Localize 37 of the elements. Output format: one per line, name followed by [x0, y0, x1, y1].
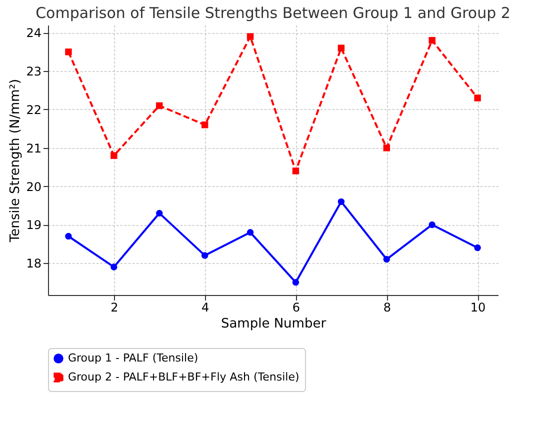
x-tick-label: 2	[110, 300, 118, 314]
point	[201, 122, 208, 128]
point	[246, 33, 254, 40]
legend-label: Group 2 - PALF+BLF+BF+Fly Ash (Tensile)	[68, 370, 300, 384]
x-tick-label: 8	[383, 300, 391, 314]
point	[156, 102, 163, 110]
point	[428, 221, 436, 228]
point	[110, 152, 118, 159]
x-tick-label: 4	[202, 300, 210, 314]
point	[338, 44, 345, 52]
x-tick-label: 6	[292, 300, 300, 314]
point	[383, 256, 390, 263]
point	[338, 198, 345, 206]
point	[110, 264, 118, 270]
y-tick-label: 21	[26, 141, 42, 156]
y-tick-label: 23	[26, 64, 42, 79]
point	[383, 144, 390, 152]
point	[246, 229, 254, 236]
y-tick-label: 19	[26, 218, 42, 232]
legend-label: Group 1 - PALF (Tensile)	[68, 352, 198, 364]
y-tick-label: 18	[26, 256, 42, 271]
point	[428, 37, 436, 44]
point	[292, 278, 300, 286]
y-axis-title: Tensile Strength (N/mm²)	[8, 78, 24, 244]
y-tick-label: 22	[26, 102, 42, 117]
point	[474, 244, 481, 252]
y-tick-label: 24	[26, 26, 42, 40]
chart-title: Comparison of Tensile Strengths Between Group 1 and Group 2	[36, 4, 510, 22]
point	[156, 210, 163, 217]
point	[292, 168, 300, 174]
point	[201, 252, 208, 259]
point	[65, 232, 72, 240]
x-tick-label: 10	[470, 300, 486, 314]
point	[474, 94, 481, 102]
x-axis-title: Sample Number	[220, 316, 327, 332]
point	[65, 48, 72, 56]
y-tick-label: 20	[26, 180, 42, 194]
